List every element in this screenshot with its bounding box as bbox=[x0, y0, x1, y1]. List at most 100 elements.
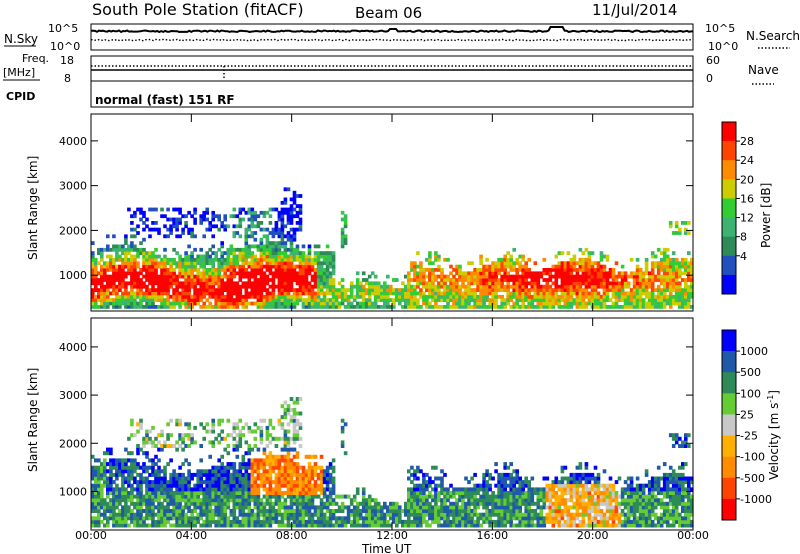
power-cell bbox=[250, 264, 255, 269]
velocity-cell bbox=[169, 458, 173, 463]
power-cell bbox=[644, 281, 649, 286]
power-cell bbox=[473, 278, 477, 282]
velocity-cell bbox=[286, 472, 291, 477]
power-cell bbox=[325, 244, 330, 249]
velocity-cell bbox=[226, 487, 231, 492]
power-cell bbox=[491, 264, 495, 269]
velocity-cell bbox=[259, 462, 264, 467]
power-cell bbox=[295, 294, 300, 299]
velocity-cell bbox=[380, 512, 384, 517]
velocity-cell bbox=[482, 498, 486, 503]
power-cell bbox=[446, 305, 450, 309]
velocity-cell bbox=[304, 498, 309, 503]
power-cell bbox=[151, 207, 155, 212]
power-cell bbox=[184, 305, 188, 309]
power-cell bbox=[283, 301, 288, 306]
velocity-cell bbox=[118, 458, 122, 463]
velocity-cell bbox=[488, 501, 492, 506]
velocity-cell bbox=[208, 429, 212, 434]
power-cell bbox=[635, 281, 640, 286]
velocity-cell bbox=[226, 523, 231, 528]
power-cell bbox=[563, 278, 568, 282]
velocity-cell bbox=[283, 462, 288, 467]
velocity-cell bbox=[196, 469, 200, 474]
power-cell bbox=[160, 305, 164, 309]
velocity-cell bbox=[193, 498, 197, 503]
velocity-cell bbox=[262, 472, 267, 477]
velocity-cell bbox=[145, 516, 149, 521]
power-cell bbox=[596, 268, 601, 272]
power-cell bbox=[551, 264, 556, 269]
velocity-cell bbox=[325, 487, 330, 492]
power-cell bbox=[184, 214, 188, 219]
velocity-cell bbox=[130, 451, 134, 456]
power-cell bbox=[386, 274, 390, 279]
velocity-cell bbox=[172, 483, 176, 488]
power-cell bbox=[401, 305, 405, 309]
velocity-cell bbox=[286, 476, 291, 481]
velocity-cell bbox=[340, 505, 345, 510]
velocity-cell bbox=[298, 505, 303, 510]
power-cell bbox=[187, 254, 191, 259]
power-cell bbox=[584, 247, 589, 252]
velocity-cell bbox=[97, 494, 101, 499]
velocity-cell bbox=[355, 505, 360, 510]
power-cell bbox=[373, 298, 378, 302]
power-cell bbox=[127, 301, 131, 306]
power-cell bbox=[154, 274, 158, 279]
power-cell bbox=[145, 251, 149, 255]
velocity-cell bbox=[187, 494, 191, 499]
power-cell bbox=[301, 268, 306, 272]
power-cell bbox=[127, 257, 131, 262]
power-cell bbox=[250, 284, 255, 289]
velocity-cell bbox=[193, 505, 197, 510]
velocity-cell bbox=[94, 480, 98, 485]
velocity-cell bbox=[157, 465, 161, 470]
power-cell bbox=[488, 305, 492, 309]
velocity-cell bbox=[304, 519, 309, 524]
power-cell bbox=[190, 271, 194, 276]
velocity-cell bbox=[91, 469, 95, 474]
velocity-cell bbox=[283, 469, 288, 474]
power-cell bbox=[470, 281, 474, 286]
velocity-cell bbox=[319, 480, 324, 485]
power-cell bbox=[247, 210, 252, 215]
power-cell bbox=[199, 278, 203, 282]
power-cell bbox=[563, 284, 568, 289]
power-cell bbox=[470, 274, 474, 279]
velocity-cell bbox=[419, 523, 423, 528]
power-cell bbox=[647, 281, 652, 286]
velocity-cell bbox=[497, 491, 501, 495]
power-cell bbox=[139, 305, 143, 309]
power-cell bbox=[687, 264, 691, 269]
power-cell bbox=[521, 271, 525, 276]
velocity-cell bbox=[422, 501, 426, 506]
velocity-cell bbox=[419, 509, 423, 513]
velocity-cell bbox=[464, 509, 468, 513]
power-cell bbox=[103, 247, 107, 252]
velocity-cell bbox=[133, 469, 137, 474]
power-cell bbox=[512, 294, 516, 299]
velocity-cell bbox=[497, 483, 501, 488]
power-cell bbox=[647, 305, 652, 309]
velocity-cell bbox=[247, 501, 252, 506]
power-cell bbox=[256, 278, 261, 282]
velocity-cell bbox=[355, 523, 360, 528]
power-cell bbox=[434, 284, 438, 289]
power-cell bbox=[292, 264, 297, 269]
velocity-cell bbox=[217, 516, 221, 521]
power-cell bbox=[259, 305, 264, 309]
power-cell bbox=[509, 298, 513, 302]
velocity-cell bbox=[437, 505, 441, 510]
power-cell bbox=[151, 278, 155, 282]
power-cell bbox=[656, 298, 661, 302]
power-cell bbox=[247, 284, 252, 289]
velocity-cell bbox=[286, 483, 291, 488]
velocity-cell bbox=[262, 447, 267, 452]
power-cell bbox=[268, 264, 273, 269]
power-cell bbox=[289, 254, 294, 259]
power-cell bbox=[124, 298, 128, 302]
velocity-cell bbox=[373, 501, 378, 506]
power-cell bbox=[163, 224, 167, 229]
velocity-cell bbox=[325, 469, 330, 474]
